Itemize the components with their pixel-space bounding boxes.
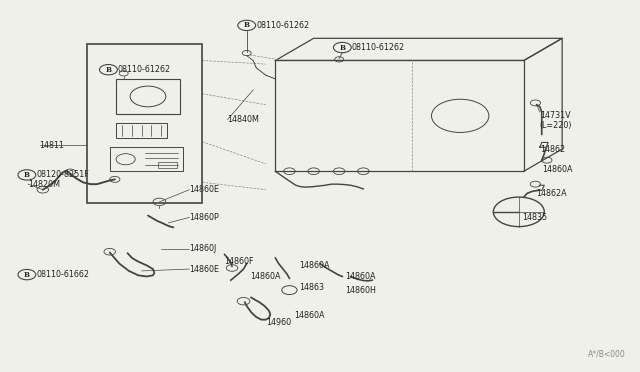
Text: 14860A: 14860A [346, 272, 376, 281]
Text: 08110-61262: 08110-61262 [352, 43, 405, 52]
Text: 14862A: 14862A [537, 189, 567, 198]
Bar [116, 123, 167, 138]
Text: B: B [24, 270, 30, 279]
Text: B: B [339, 44, 346, 52]
Text: 14860E: 14860E [189, 185, 220, 194]
Text: 14860J: 14860J [189, 244, 216, 253]
Text: 14860E: 14860E [189, 264, 220, 273]
Bar [116, 79, 180, 114]
Text: 08110-61662: 08110-61662 [36, 270, 90, 279]
Text: 08110-61262: 08110-61262 [117, 65, 170, 74]
Text: 14820M: 14820M [28, 180, 60, 189]
Text: 14811: 14811 [40, 141, 65, 150]
Text: 14840M: 14840M [228, 115, 259, 124]
Text: 14860P: 14860P [189, 213, 219, 222]
Bar [88, 44, 202, 203]
Text: 14835: 14835 [523, 213, 548, 222]
Text: B: B [24, 171, 30, 179]
Text: 14860A: 14860A [541, 165, 572, 174]
Text: 14860F: 14860F [225, 257, 254, 266]
Text: 14860A: 14860A [294, 311, 325, 320]
Text: B: B [244, 21, 250, 29]
Text: 08110-61262: 08110-61262 [256, 21, 309, 30]
Text: 14960: 14960 [266, 318, 291, 327]
Text: 14860A: 14860A [250, 272, 280, 281]
Text: (L=220): (L=220) [540, 121, 572, 129]
Text: 14860A: 14860A [300, 261, 330, 270]
Text: 14731V: 14731V [540, 111, 570, 121]
Text: 08120-8251F: 08120-8251F [36, 170, 89, 179]
Text: B: B [106, 66, 111, 74]
Text: 14860H: 14860H [346, 286, 376, 295]
Bar [109, 147, 183, 171]
Text: 14862: 14862 [540, 145, 565, 154]
Text: 14863: 14863 [300, 283, 324, 292]
Bar [157, 161, 177, 168]
Text: A*/B<000: A*/B<000 [588, 350, 625, 359]
